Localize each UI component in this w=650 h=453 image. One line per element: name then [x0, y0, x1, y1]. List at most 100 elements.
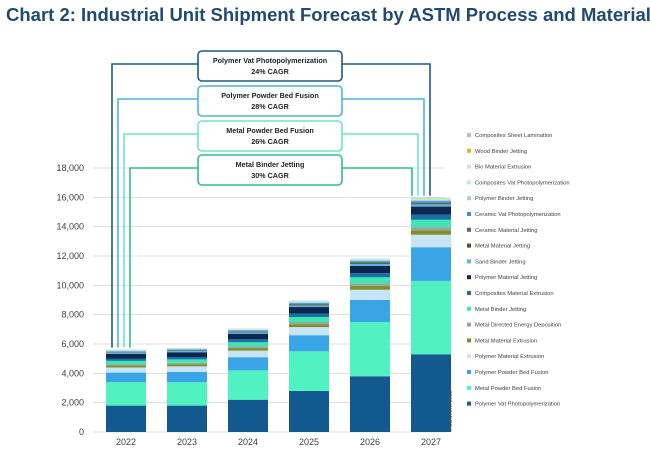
x-tick-label: 2023: [177, 437, 197, 447]
annotation-connector: [111, 63, 198, 348]
bar-segment: [289, 302, 329, 304]
legend-swatch: [467, 164, 471, 169]
x-axis: 2022 2023 2024 2025 2026 2027: [116, 437, 441, 447]
bar-segment: [106, 352, 146, 354]
legend-label: Polymer Material Extrusion: [475, 354, 544, 360]
x-tick-label: 2026: [360, 437, 380, 447]
bar-segment: [167, 348, 207, 350]
bar-segment: [411, 198, 451, 200]
bar-segment: [289, 307, 329, 314]
legend-swatch: [467, 291, 471, 295]
annotation-title: Metal Powder Bed Fusion: [226, 126, 313, 135]
bar-segment: [289, 305, 329, 308]
bar-segment: [228, 333, 268, 340]
bar-segment: [228, 332, 268, 334]
y-tick-label: 14,000: [56, 222, 84, 232]
bar-segment: [167, 366, 207, 372]
chart-title: Chart 2: Industrial Unit Shipment Foreca…: [6, 4, 650, 25]
bar-segment: [411, 214, 451, 220]
bar-segment: [167, 351, 207, 353]
legend-swatch: [467, 354, 471, 359]
legend-label: Polymer Powder Bed Fusion: [475, 370, 548, 376]
bar-segment: [411, 202, 451, 204]
bar-segment: [289, 390, 329, 432]
annotation-box: [197, 50, 343, 82]
bar-segment: [106, 350, 146, 352]
bar-segment: [411, 201, 451, 203]
legend-swatch: [467, 243, 471, 248]
bar-segment: [106, 367, 146, 373]
legend-swatch: [467, 306, 471, 311]
bar-segment: [289, 351, 329, 391]
bar-segment: [167, 359, 207, 363]
y-tick-label: 4,000: [61, 368, 84, 378]
bar-segment: [350, 300, 390, 322]
bar-segment: [228, 370, 268, 400]
bar-segment: [289, 303, 329, 304]
bar-segment: [228, 357, 268, 371]
legend-swatch: [467, 227, 471, 232]
bar-segment: [228, 331, 268, 333]
bar-segment: [411, 203, 451, 205]
legend-swatch: [467, 322, 471, 327]
bar-segment: [228, 331, 268, 332]
bar-segment: [411, 219, 451, 228]
bar-segment: [411, 206, 451, 215]
annotation-cagr: 30% CAGR: [251, 171, 289, 180]
bar-segment: [350, 273, 390, 278]
legend-label: Metal Material Extrusion: [475, 338, 537, 344]
annotation-title: Polymer Vat Photopolymerization: [213, 56, 327, 65]
bar-segment: [228, 330, 268, 332]
bar-segment: [106, 364, 146, 366]
legend-swatch: [467, 148, 471, 153]
bar-segment: [350, 286, 390, 290]
bar-segment: [289, 324, 329, 328]
bar-segment: [167, 405, 207, 432]
legend-label: Ceramic Material Jetting: [475, 228, 538, 234]
legend-swatch: [467, 212, 471, 216]
annotation-connector: [123, 133, 198, 348]
legend-label: Composites Material Extrusion: [475, 291, 554, 297]
bar-segment: [289, 327, 329, 336]
bar-segment: [106, 382, 146, 406]
annotation-connector: [342, 63, 431, 196]
bar-segment: [350, 262, 390, 264]
bar-segment: [350, 261, 390, 263]
cagr-annotations: Polymer Vat Photopolymerization 24% CAGR P…: [111, 50, 431, 348]
bar-segment: [350, 322, 390, 377]
bar-segment: [350, 259, 390, 261]
annotation-connector: [342, 98, 425, 196]
bar-segment: [167, 371, 207, 383]
bar-segment: [350, 277, 390, 284]
legend-label: Composites Vat Photopolymerization: [475, 180, 570, 186]
bar-stacks: [106, 197, 451, 432]
legend-swatch: [467, 196, 471, 201]
bar-segment: [411, 234, 451, 248]
annotation-cagr: 24% CAGR: [251, 67, 289, 76]
legend-label: Wood Binder Jetting: [475, 149, 527, 155]
bar-segment: [289, 335, 329, 352]
x-tick-label: 2024: [238, 437, 258, 447]
annotation-box: [197, 154, 343, 186]
y-tick-label: 10,000: [56, 280, 84, 290]
y-tick-label: 2,000: [61, 398, 84, 408]
legend-label: Metal Directed Energy Deposition: [475, 323, 561, 329]
bar-segment: [350, 265, 390, 274]
annotation-connector: [342, 133, 419, 196]
legend: Composites Sheet Lamination Wood Binder J…: [467, 133, 570, 408]
copyright-credit: © CONTEXT 2023: [447, 390, 454, 432]
bar-segment: [106, 360, 146, 365]
annotation-connector: [129, 167, 198, 348]
bar-stack-2022: [106, 349, 146, 432]
bar-segment: [106, 351, 146, 352]
bar-segment: [350, 263, 390, 266]
legend-swatch: [467, 259, 471, 264]
bar-segment: [167, 382, 207, 406]
legend-swatch: [467, 338, 471, 343]
bar-segment: [289, 317, 329, 322]
bar-segment: [167, 364, 207, 367]
bar-segment: [411, 204, 451, 207]
bar-segment: [411, 198, 451, 199]
bar-stack-2025: [289, 300, 329, 432]
